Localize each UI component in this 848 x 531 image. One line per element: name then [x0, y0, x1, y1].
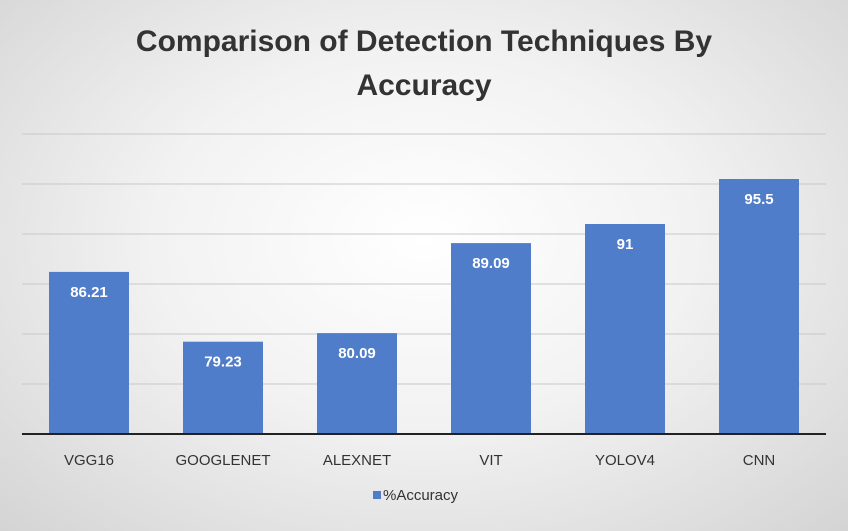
data-label: 95.5 [744, 191, 773, 208]
bar [719, 179, 799, 434]
x-tick-label: ALEXNET [323, 452, 391, 469]
bar [317, 333, 397, 434]
bar [49, 271, 129, 434]
x-tick-label: CNN [743, 452, 776, 469]
bar [585, 224, 665, 434]
data-label: 86.21 [70, 284, 108, 301]
x-tick-label: GOOGLENET [175, 452, 270, 469]
data-label: 89.09 [472, 255, 510, 272]
data-label: 79.23 [204, 354, 242, 371]
data-label: 91 [617, 236, 634, 253]
x-tick-label: YOLOV4 [595, 452, 655, 469]
legend-label: %Accuracy [383, 487, 459, 504]
bar [183, 341, 263, 434]
chart-title: Comparison of Detection Techniques By Ac… [135, 25, 713, 102]
x-tick-label: VIT [479, 452, 502, 469]
x-tick-label: VGG16 [64, 452, 114, 469]
legend-swatch [373, 491, 381, 499]
bar [451, 243, 531, 434]
data-label: 80.09 [338, 345, 376, 362]
